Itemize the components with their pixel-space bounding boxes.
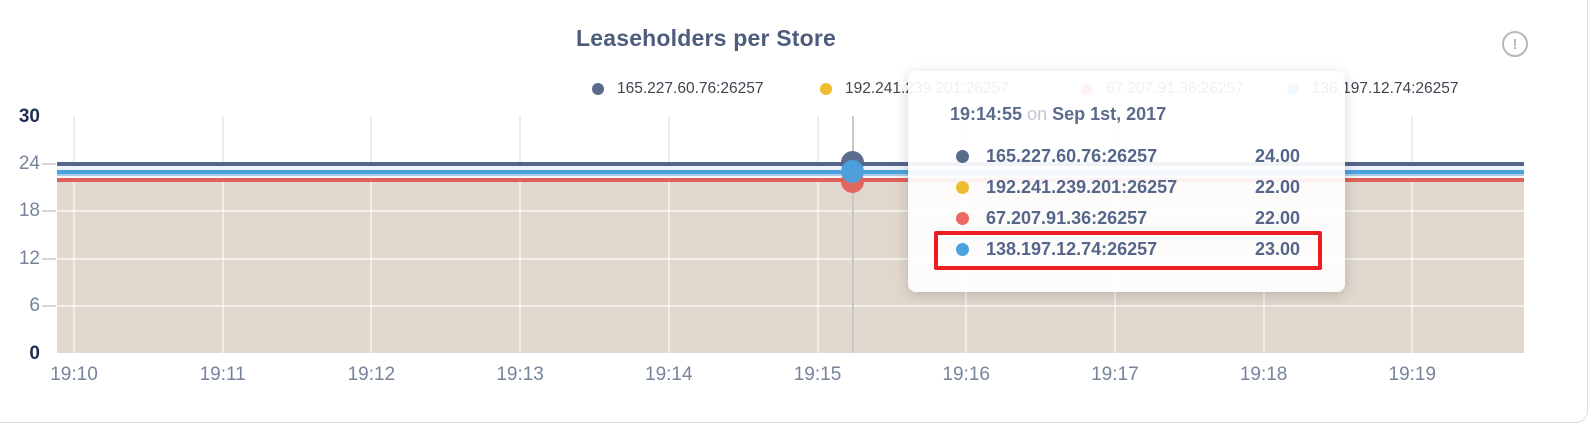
x-axis-tick-label: 19:10 bbox=[50, 364, 98, 385]
y-axis-tick-label: 18 bbox=[18, 200, 40, 222]
line-underglow-band bbox=[57, 173, 1524, 176]
vertical-gridline bbox=[667, 116, 670, 182]
vertical-gridline bbox=[73, 182, 75, 353]
vertical-gridline bbox=[1411, 116, 1414, 182]
horizontal-gridline bbox=[57, 257, 1530, 260]
tooltip-series-name: 138.197.12.74:26257 bbox=[986, 239, 1158, 259]
vertical-gridline bbox=[667, 182, 670, 353]
vertical-gridline bbox=[816, 182, 819, 353]
legend-dot-icon bbox=[592, 83, 604, 95]
series-line-165-227-60-76 bbox=[57, 162, 1524, 166]
tooltip-conjunction: on bbox=[1027, 104, 1048, 124]
y-axis-tick-label: 6 bbox=[29, 295, 40, 317]
x-axis-tick-label: 19:15 bbox=[793, 364, 842, 385]
tooltip: 19:14:55 on Sep 1st, 2017 165.227.60.76:… bbox=[908, 71, 1345, 292]
x-axis-tick-label: 19:14 bbox=[645, 364, 693, 385]
vertical-gridline bbox=[816, 116, 819, 182]
x-axis-tick-label: 19:12 bbox=[347, 364, 396, 385]
tooltip-series-value: 23.00 bbox=[1254, 239, 1300, 259]
tooltip-row: 138.197.12.74:26257 23.00 bbox=[956, 234, 1300, 265]
annotation-highlight-box bbox=[934, 231, 1322, 270]
y-axis-tick-label: 0 bbox=[29, 342, 40, 364]
vertical-gridline bbox=[73, 116, 75, 182]
series-dot-icon bbox=[956, 212, 969, 225]
tooltip-row: 67.207.91.36:26257 22.00 bbox=[956, 203, 1300, 234]
series-line-138-197-12-74 bbox=[57, 170, 1524, 174]
vertical-gridline bbox=[221, 116, 224, 182]
alert-circle-icon[interactable]: ! bbox=[1502, 31, 1528, 57]
x-axis-tick-label: 19:19 bbox=[1388, 364, 1437, 385]
x-axis-tick-label: 19:13 bbox=[496, 364, 544, 385]
chart-title: Leaseholders per Store bbox=[575, 25, 837, 51]
y-axis-tick-label: 12 bbox=[18, 247, 40, 269]
line-gap-band bbox=[57, 165, 1524, 170]
horizontal-gridline bbox=[57, 210, 1530, 213]
vertical-gridline bbox=[221, 182, 224, 353]
tooltip-timestamp: 19:14:55 on Sep 1st, 2017 bbox=[950, 104, 1166, 125]
hover-marker-138-197-12-74 bbox=[841, 160, 864, 183]
x-axis-tick-label: 19:18 bbox=[1239, 364, 1288, 385]
horizontal-gridline bbox=[57, 305, 1530, 308]
vertical-gridline bbox=[1411, 182, 1414, 353]
y-axis-tick bbox=[42, 210, 56, 213]
exclamation-glyph: ! bbox=[1512, 35, 1518, 53]
x-axis-tick-label: 19:16 bbox=[942, 364, 990, 385]
tooltip-series-value: 22.00 bbox=[1254, 177, 1300, 197]
line-gap-band-2 bbox=[57, 175, 1524, 178]
tooltip-series-name: 165.227.60.76:26257 bbox=[986, 146, 1158, 166]
vertical-gridline bbox=[519, 182, 522, 353]
hover-guideline bbox=[852, 116, 854, 353]
tooltip-date: Sep 1st, 2017 bbox=[1052, 104, 1167, 124]
x-axis-tick-label: 19:17 bbox=[1091, 364, 1139, 385]
series-dot-icon bbox=[956, 150, 969, 163]
tooltip-row: 192.241.239.201:26257 22.00 bbox=[956, 172, 1300, 203]
y-axis-tick bbox=[42, 162, 56, 165]
y-axis-tick-label: 24 bbox=[18, 152, 40, 174]
tooltip-rows: 165.227.60.76:26257 24.00 192.241.239.201:… bbox=[956, 141, 1300, 265]
legend-dot-icon bbox=[820, 83, 832, 95]
legend-item[interactable]: 165.227.60.76:26257 bbox=[592, 78, 764, 100]
tooltip-row: 165.227.60.76:26257 24.00 bbox=[956, 141, 1300, 172]
series-line-67-207-91-36 bbox=[57, 178, 1524, 182]
legend-label: 138.197.12.74:26257 bbox=[1312, 80, 1459, 97]
series-dot-icon bbox=[956, 243, 969, 256]
legend-label: 165.227.60.76:26257 bbox=[617, 80, 764, 97]
tooltip-series-value: 22.00 bbox=[1254, 208, 1300, 228]
legend: 165.227.60.76:26257192.241.239.201:26257… bbox=[0, 78, 1591, 100]
vertical-gridline bbox=[519, 116, 522, 182]
tooltip-series-name: 192.241.239.201:26257 bbox=[986, 177, 1178, 197]
series-dot-icon bbox=[956, 181, 969, 194]
y-axis-tick bbox=[42, 305, 56, 308]
vertical-gridline bbox=[370, 182, 373, 353]
tooltip-series-value: 24.00 bbox=[1254, 146, 1300, 166]
x-axis-tick-label: 19:11 bbox=[199, 364, 246, 385]
vertical-gridline bbox=[370, 116, 373, 182]
tooltip-time: 19:14:55 bbox=[950, 104, 1023, 124]
tooltip-series-name: 67.207.91.36:26257 bbox=[986, 208, 1148, 228]
y-axis-tick-label: 30 bbox=[18, 105, 40, 127]
y-axis-tick bbox=[42, 257, 56, 260]
